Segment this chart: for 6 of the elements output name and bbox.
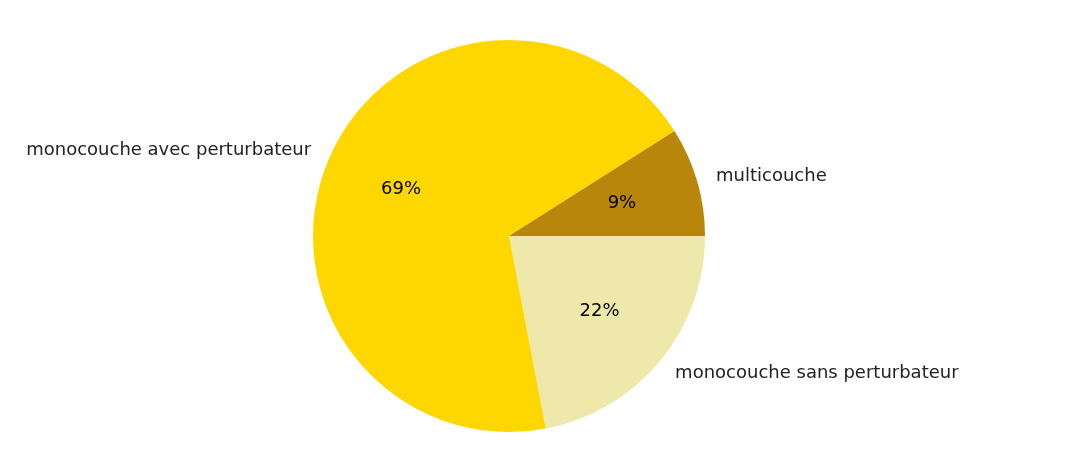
data-label: 9%	[607, 190, 637, 212]
slice-label: monocouche avec perturbateur	[26, 138, 312, 160]
data-label: 22%	[579, 298, 620, 320]
data-label: 69%	[381, 176, 422, 198]
slice-label: monocouche sans perturbateur	[675, 361, 960, 383]
slice-label: multicouche	[716, 163, 827, 185]
